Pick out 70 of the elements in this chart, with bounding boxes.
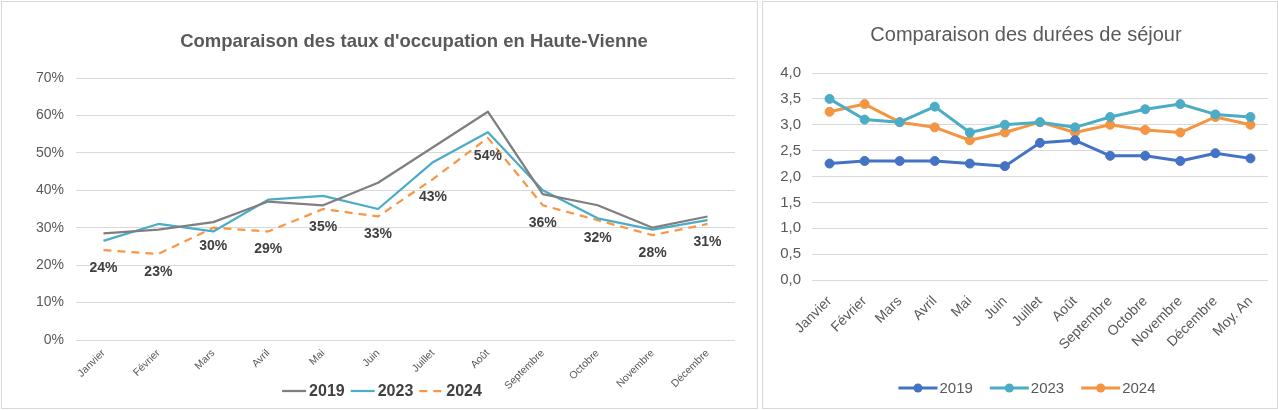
data-label: 28%: [638, 244, 668, 261]
point: [1140, 150, 1151, 161]
point: [1035, 137, 1045, 148]
data-label: 24%: [89, 259, 119, 276]
point: [859, 155, 870, 166]
y-tick-label: 0,5: [780, 244, 801, 262]
point: [1070, 122, 1081, 133]
chart-title: Comparaison des durées de séjour: [870, 22, 1182, 45]
point: [1175, 127, 1186, 138]
y-tick-label: 4,0: [780, 63, 801, 81]
legend-label: 2023: [377, 382, 414, 400]
y-tick-label: 2,5: [780, 140, 801, 158]
point: [1105, 111, 1116, 122]
point: [824, 106, 835, 117]
y-tick-label: 0%: [43, 330, 64, 347]
point: [824, 93, 835, 104]
point: [929, 155, 940, 166]
y-tick-label: 2,0: [780, 166, 801, 184]
point: [1140, 124, 1151, 135]
data-label: 36%: [528, 214, 558, 231]
point: [1105, 150, 1116, 161]
point: [1210, 148, 1221, 159]
point: [999, 119, 1010, 130]
data-label: 33%: [364, 225, 393, 242]
legend-label: 2023: [1030, 379, 1065, 397]
data-label: 23%: [144, 262, 173, 279]
y-tick-label: 50%: [35, 143, 64, 160]
y-tick-label: 40%: [35, 181, 64, 198]
y-tick-label: 3,5: [780, 89, 801, 107]
point: [964, 135, 975, 146]
chart-title: Comparaison des taux d'occupation en Haute-Vienne: [180, 30, 648, 52]
point: [964, 158, 975, 169]
y-tick-label: 20%: [35, 256, 64, 272]
data-label: 29%: [254, 240, 283, 257]
point: [894, 155, 905, 166]
data-label: 30%: [199, 236, 228, 253]
legend-label: 2019: [939, 379, 973, 397]
data-label: 31%: [693, 232, 723, 249]
y-tick-label: 1,0: [780, 218, 801, 236]
y-tick-label: 60%: [35, 106, 64, 123]
point: [929, 101, 940, 112]
point: [929, 122, 940, 133]
x-tick-label: Juin: [980, 292, 1010, 322]
legend-label: 2024: [1122, 379, 1156, 397]
x-tick-label: Mai: [947, 292, 975, 320]
point: [824, 158, 835, 169]
data-label: 35%: [309, 217, 338, 234]
y-tick-label: 10%: [35, 293, 64, 310]
legend-label: 2024: [446, 382, 482, 400]
data-label: 54%: [473, 146, 503, 163]
point: [859, 99, 870, 110]
y-tick-label: 30%: [35, 218, 64, 235]
point: [1175, 155, 1186, 166]
legend-label: 2019: [309, 382, 345, 400]
point: [964, 127, 975, 138]
y-tick-label: 0,0: [780, 270, 801, 288]
point: [999, 161, 1010, 172]
y-tick-label: 3,0: [780, 114, 801, 132]
x-tick-label: Mai: [306, 346, 327, 367]
point: [859, 114, 870, 125]
point: [1070, 135, 1081, 146]
y-tick-label: 1,5: [780, 192, 801, 210]
data-label: 32%: [583, 229, 613, 246]
y-tick-label: 70%: [35, 68, 64, 85]
data-label: 43%: [418, 187, 448, 204]
x-tick-label: Juin: [359, 346, 382, 369]
point: [1245, 111, 1256, 122]
point: [1140, 104, 1151, 115]
point: [1175, 99, 1186, 110]
point: [1245, 153, 1256, 164]
